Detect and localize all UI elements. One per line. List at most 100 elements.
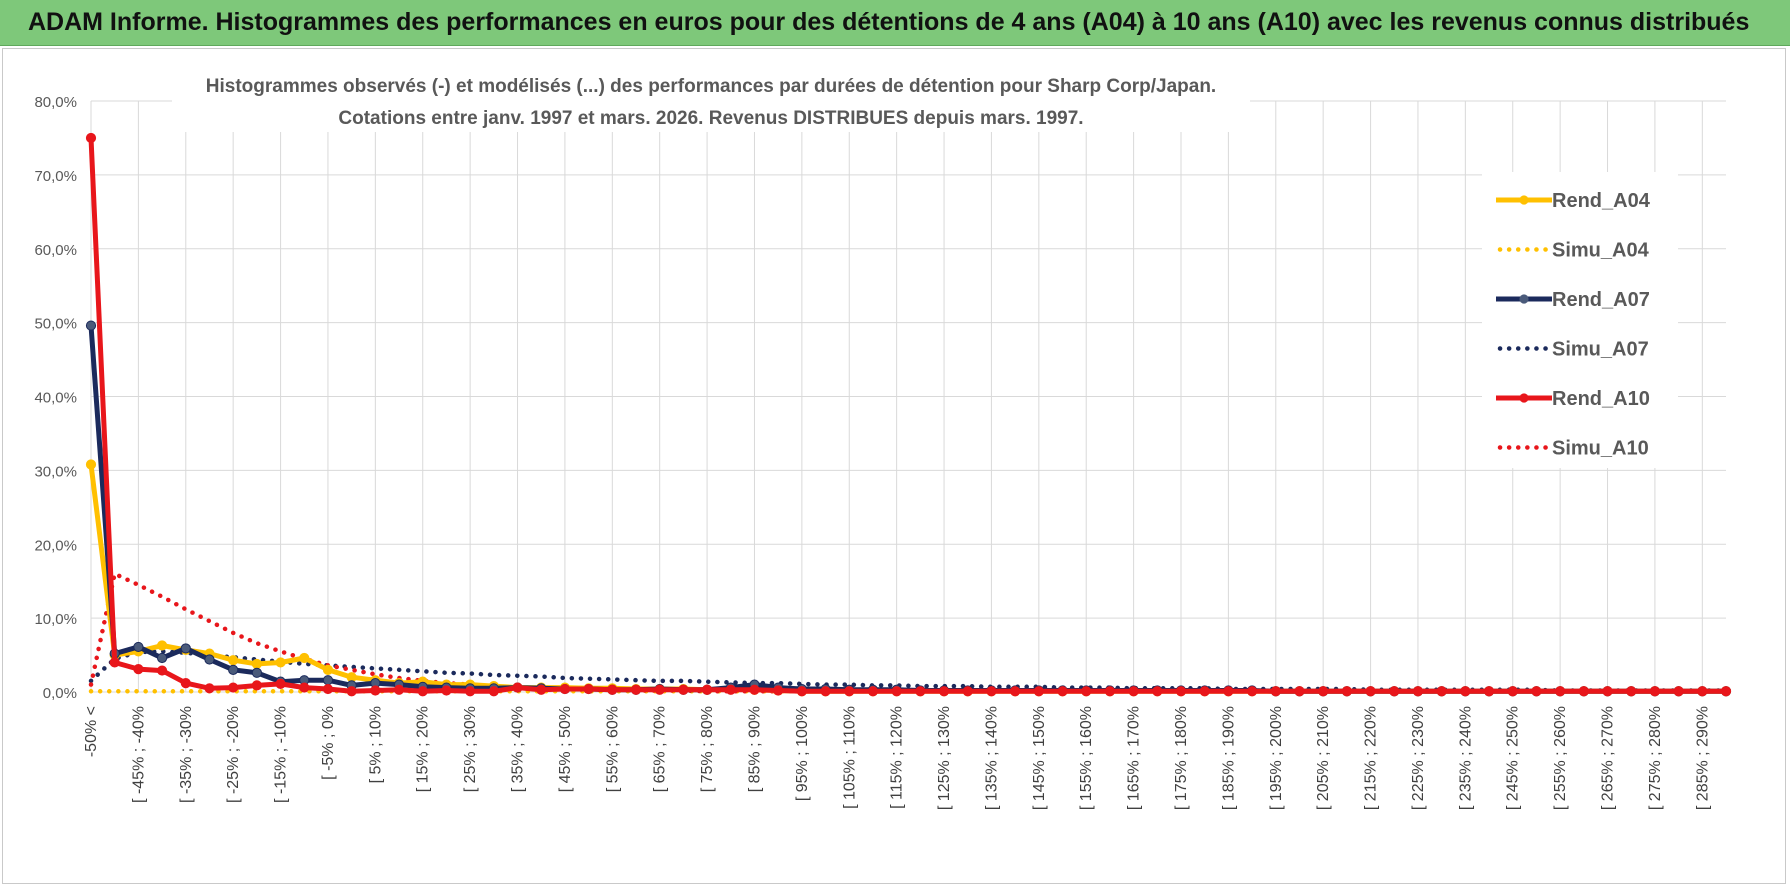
point-rend-a10 [1626,686,1637,697]
point-rend-a10 [1057,686,1068,697]
point-rend-a10 [228,682,239,693]
point-rend-a10 [820,686,831,697]
x-tick-label: [ 95% ; 100% [794,706,811,801]
point-rend-a10 [465,686,476,697]
point-rend-a10 [1270,686,1281,697]
legend-label-simu-a04: Simu_A04 [1552,240,1650,262]
point-rend-a10 [1223,686,1234,697]
y-axis: 0,0% 10,0% 20,0% 30,0% 40,0% 50,0% 60,0% 70,0% 8… [34,94,77,702]
point-rend-a10 [1507,686,1518,697]
series-line-rend-a04 [88,464,1726,694]
x-tick-label: [ 275% ; 280% [1647,706,1664,810]
chart-subtitle: Cotations entre janv. 1997 et mars. 2026… [338,108,1083,129]
x-tick-label: [ 105% ; 110% [841,706,858,809]
y-tick-label: 20,0% [34,537,77,554]
x-tick-label: [ 205% ; 210% [1315,706,1332,810]
point-rend-a10 [1602,686,1613,697]
point-rend-a10 [1483,686,1495,697]
legend-marker-rend-a10 [1519,393,1529,403]
point-rend-a10 [654,684,665,695]
y-tick-label: 70,0% [34,168,77,185]
legend-marker-rend-a07 [1519,294,1529,304]
point-rend-a10 [1412,686,1424,697]
point-rend-a10 [1175,686,1187,697]
x-tick-label: [ 25% ; 30% [462,706,479,792]
point-rend-a07 [180,643,191,654]
point-rend-a07 [156,652,168,664]
point-rend-a10 [1128,686,1139,697]
point-rend-a10 [1649,686,1661,697]
point-rend-a07 [251,667,262,678]
point-rend-a10 [583,683,594,695]
x-tick-label: [ 175% ; 180% [1173,706,1190,810]
y-tick-label: 10,0% [34,611,77,628]
x-tick-label: [ -5% ; 0% [320,706,337,780]
point-rend-a04 [251,658,262,670]
point-rend-a10 [1318,686,1329,697]
legend-label-rend-a07: Rend_A07 [1552,289,1650,311]
series-line-rend-a07 [88,325,1726,694]
legend-marker-rend-a04 [1519,195,1529,205]
x-axis: -50% < [ -45% ; -40% [ -35% ; -30% [ -25% ;… [83,706,1711,810]
point-rend-a10 [204,683,215,694]
report-banner: ADAM Informe. Histogrammes des performan… [0,0,1790,46]
point-rend-a10 [725,684,736,695]
y-tick-label: 50,0% [34,316,77,333]
y-tick-label: 80,0% [34,94,77,111]
point-rend-a07 [133,641,144,653]
x-tick-label: [ 225% ; 230% [1410,706,1427,810]
chart-title: Histogrammes observés (-) et modélisés (… [206,76,1216,97]
point-rend-a04 [322,664,334,675]
legend: Rend_A04 Simu_A04 Rend_A07 Simu_A07 Rend_A10… [1496,190,1651,460]
chart-title-background [172,66,1250,132]
point-rend-a10 [1389,686,1400,697]
x-tick-label: [ 185% ; 190% [1220,706,1237,810]
x-tick-label: [ -15% ; -10% [273,706,290,803]
point-rend-a07 [228,664,239,675]
point-rend-a10 [133,663,144,675]
x-tick-label: [ 115% ; 120% [889,706,906,809]
point-rend-a10 [1436,686,1447,697]
x-tick-label: [ 195% ; 200% [1268,706,1285,810]
point-rend-a10 [1697,686,1708,697]
chart-frame [2,48,1786,884]
x-tick-label: [ 75% ; 80% [699,706,716,792]
point-rend-a07 [85,320,97,331]
point-rend-a04 [156,640,168,651]
point-rend-a10 [915,686,926,697]
x-tick-label: [ 145% ; 150% [1031,706,1048,810]
point-rend-a10 [678,684,689,695]
x-tick-label: [ 245% ; 250% [1505,706,1522,810]
point-rend-a10 [1673,686,1684,697]
point-rend-a04 [228,655,239,666]
point-rend-a10 [180,678,191,689]
x-tick-label: [ 215% ; 220% [1363,706,1380,810]
x-tick-label: [ 165% ; 170% [1126,706,1143,810]
point-rend-a10 [393,684,405,695]
x-tick-label: [ 155% ; 160% [1078,706,1095,810]
point-rend-a10 [299,682,310,693]
y-tick-label: 60,0% [34,242,77,259]
point-rend-a10 [275,678,286,689]
x-tick-label: [ 135% ; 140% [983,706,1000,810]
point-rend-a10 [346,686,357,697]
y-tick-label: 40,0% [34,390,77,407]
point-rend-a10 [536,684,547,695]
legend-label-rend-a10: Rend_A10 [1552,388,1650,410]
point-rend-a10 [1081,686,1092,697]
point-rend-a10 [773,685,784,696]
point-rend-a10 [844,686,855,697]
point-rend-a10 [1720,686,1732,697]
point-rend-a10 [891,686,902,697]
x-tick-label: [ 265% ; 270% [1600,706,1617,810]
point-rend-a10 [1246,686,1258,697]
point-rend-a10 [962,686,973,697]
legend-label-simu-a10: Simu_A10 [1552,438,1649,460]
point-rend-a04 [85,459,97,470]
x-tick-label: [ 5% ; 10% [367,706,384,783]
x-tick-label: [ -25% ; -20% [225,706,242,803]
point-rend-a10 [607,684,618,695]
point-rend-a10 [1531,686,1542,697]
point-rend-a10 [251,680,262,691]
